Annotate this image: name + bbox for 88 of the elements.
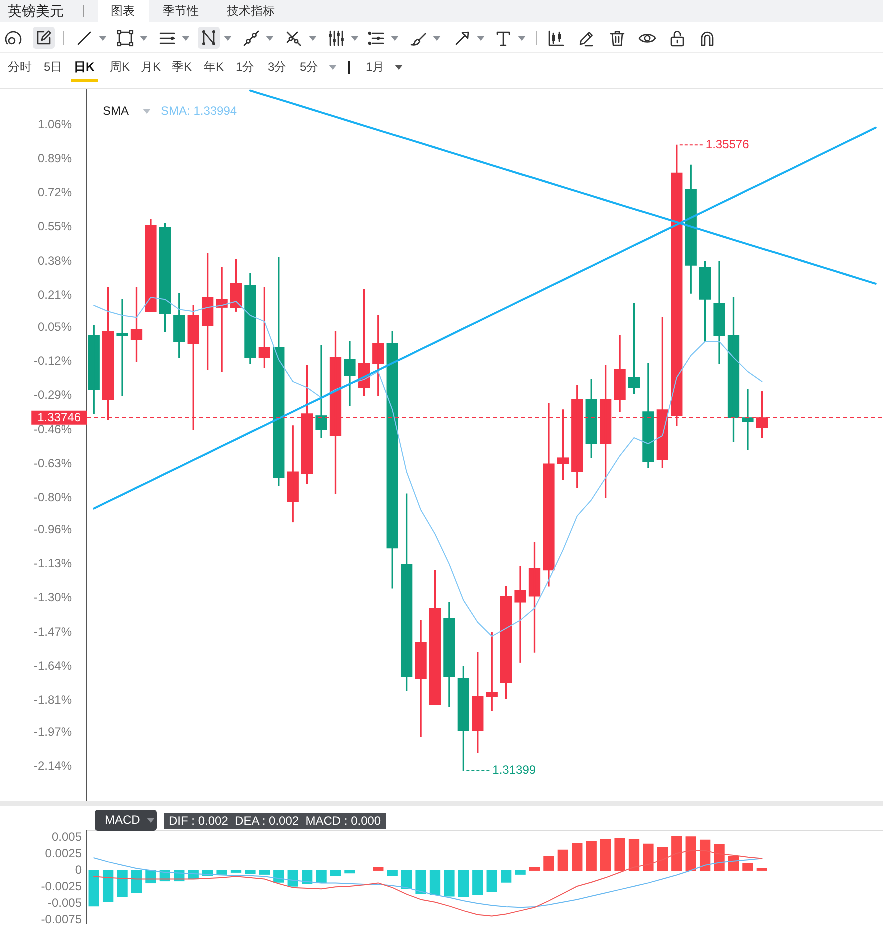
y-tick-label: -1.64% — [34, 658, 72, 673]
bar — [344, 870, 356, 874]
bar — [500, 870, 512, 883]
y-tick-label: -0.63% — [34, 456, 72, 470]
bar — [643, 844, 654, 871]
bar — [714, 844, 725, 871]
bar — [600, 839, 612, 871]
y-tick-label: 0.55% — [38, 220, 72, 234]
title: MACD — [105, 813, 140, 828]
bar — [472, 870, 484, 896]
y-tick-label: 0 — [75, 862, 82, 877]
y-tick-label: -0.005 — [48, 896, 82, 910]
text: SMA: 1.33994 — [161, 104, 238, 118]
bar — [288, 870, 298, 887]
bar — [131, 870, 142, 894]
bar — [458, 870, 470, 898]
period-label: 月K — [141, 60, 162, 75]
bar — [117, 870, 128, 898]
y-tick-label: 1.06% — [38, 117, 72, 132]
bar — [515, 870, 526, 875]
tab-label: 图表 — [111, 4, 135, 18]
bar — [628, 839, 640, 871]
y-tick-label: -0.29% — [34, 388, 72, 402]
bar — [586, 841, 597, 871]
period-label: 1分 — [236, 60, 255, 75]
y-tick-label: -0.12% — [34, 354, 72, 368]
bar — [486, 870, 498, 892]
bar — [558, 850, 569, 871]
period-label: 3分 — [268, 60, 287, 75]
annotation: 1.35576 — [706, 137, 750, 152]
annotation: 1.31399 — [492, 763, 536, 778]
bar — [742, 863, 754, 871]
indicator-values: DIF : 0.002 DEA : 0.002 MACD : 0.000 — [164, 813, 386, 829]
bar — [444, 870, 455, 897]
y-tick-label: -0.0025 — [41, 879, 82, 894]
tab-label: 技术指标 — [227, 4, 275, 18]
bar — [88, 870, 100, 907]
bar — [316, 870, 327, 884]
y-tick-label: 0.21% — [38, 288, 72, 302]
period-label: 5日 — [44, 60, 63, 75]
period-label: 日K — [74, 60, 95, 75]
bar — [544, 856, 554, 871]
y-tick-label: 0.38% — [38, 254, 72, 268]
bar — [387, 870, 398, 876]
period-label: 1月 — [366, 60, 385, 75]
period-label: 周K — [110, 60, 130, 75]
tab-label: 季节性 — [163, 4, 199, 18]
period-label: 季K — [172, 60, 192, 75]
bar — [230, 870, 242, 873]
legend-title: SMA — [103, 104, 130, 118]
bar — [686, 836, 696, 871]
y-tick-label: 0.05% — [38, 320, 72, 334]
y-tick-label: -0.0075 — [41, 912, 82, 927]
bar — [416, 870, 426, 894]
bar — [700, 840, 711, 871]
bar — [330, 870, 342, 876]
y-tick-label: -0.80% — [34, 490, 72, 504]
y-tick-label: 0.72% — [38, 186, 72, 200]
y-tick-label: -1.97% — [34, 725, 72, 740]
text: 1.33746 — [38, 410, 82, 425]
bar — [245, 870, 256, 874]
y-tick-label: -1.81% — [34, 693, 72, 708]
y-tick-label: -0.96% — [34, 522, 72, 537]
bar — [216, 870, 228, 875]
bar — [373, 867, 384, 871]
bar — [529, 867, 540, 871]
bar — [572, 843, 583, 871]
bar — [259, 870, 270, 875]
y-tick-label: -2.14% — [34, 759, 72, 774]
period-label: 5分 — [300, 60, 319, 75]
y-tick-label: -1.30% — [34, 590, 72, 605]
period-label: 分时 — [8, 60, 32, 75]
y-tick-label: -0.46% — [34, 422, 72, 436]
y-tick-label: -1.47% — [34, 624, 72, 639]
y-tick-label: 0.89% — [38, 152, 72, 166]
title: 英镑美元 — [8, 2, 64, 20]
bar — [756, 868, 768, 871]
y-tick-label: 0.0025 — [45, 846, 82, 860]
bar — [614, 838, 626, 871]
bar — [657, 847, 668, 871]
bar — [430, 870, 441, 896]
y-tick-label: -1.13% — [34, 556, 72, 571]
bar — [401, 870, 412, 890]
bar — [672, 836, 682, 871]
period-label: 年K — [204, 60, 224, 75]
y-tick-label: 0.005 — [52, 830, 82, 844]
bar — [102, 870, 114, 902]
bar — [728, 856, 740, 871]
